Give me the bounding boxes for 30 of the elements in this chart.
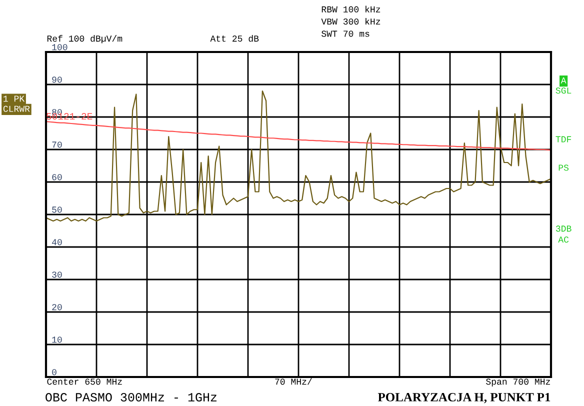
- y-tick-label: 60: [52, 174, 62, 180]
- text: TDF: [556, 136, 572, 142]
- text: SGL: [556, 88, 572, 94]
- series-label: 50121-2E: [46, 113, 92, 120]
- text: Span 700 MHz: [486, 378, 550, 387]
- text: PS: [558, 164, 569, 171]
- y-tick-label: 50: [52, 206, 62, 213]
- text: CLRWR: [3, 106, 30, 112]
- text: AC: [558, 236, 569, 243]
- y-tick-label: 80: [52, 109, 62, 116]
- y-tick-label: 40: [52, 239, 62, 246]
- y-tick-label: 90: [52, 76, 62, 83]
- text: OBC PASMO 300MHz - 1GHz: [46, 393, 217, 402]
- y-tick-label: 20: [52, 304, 62, 310]
- text: Att 25 dB: [210, 35, 259, 42]
- text: 3DB: [556, 226, 572, 232]
- text: A: [560, 77, 566, 84]
- y-tick-label: 100: [52, 44, 68, 50]
- text: RBW 100 kHz: [322, 6, 380, 12]
- y-tick-label: 70: [52, 142, 62, 148]
- text: Center 650 MHz: [47, 378, 122, 385]
- text: 70 MHz/: [275, 378, 312, 385]
- text: Ref 100 dBµV/m: [47, 35, 122, 44]
- y-tick-label: 30: [52, 272, 62, 278]
- text: SWT 70 ms: [322, 30, 370, 37]
- text: 1 PK: [4, 96, 25, 102]
- y-tick-label: 0: [52, 369, 56, 376]
- text: VBW 300 kHz: [321, 18, 380, 25]
- text: POLARYZACJA H, PUNKT P1: [378, 393, 550, 404]
- y-tick-label: 10: [52, 336, 62, 343]
